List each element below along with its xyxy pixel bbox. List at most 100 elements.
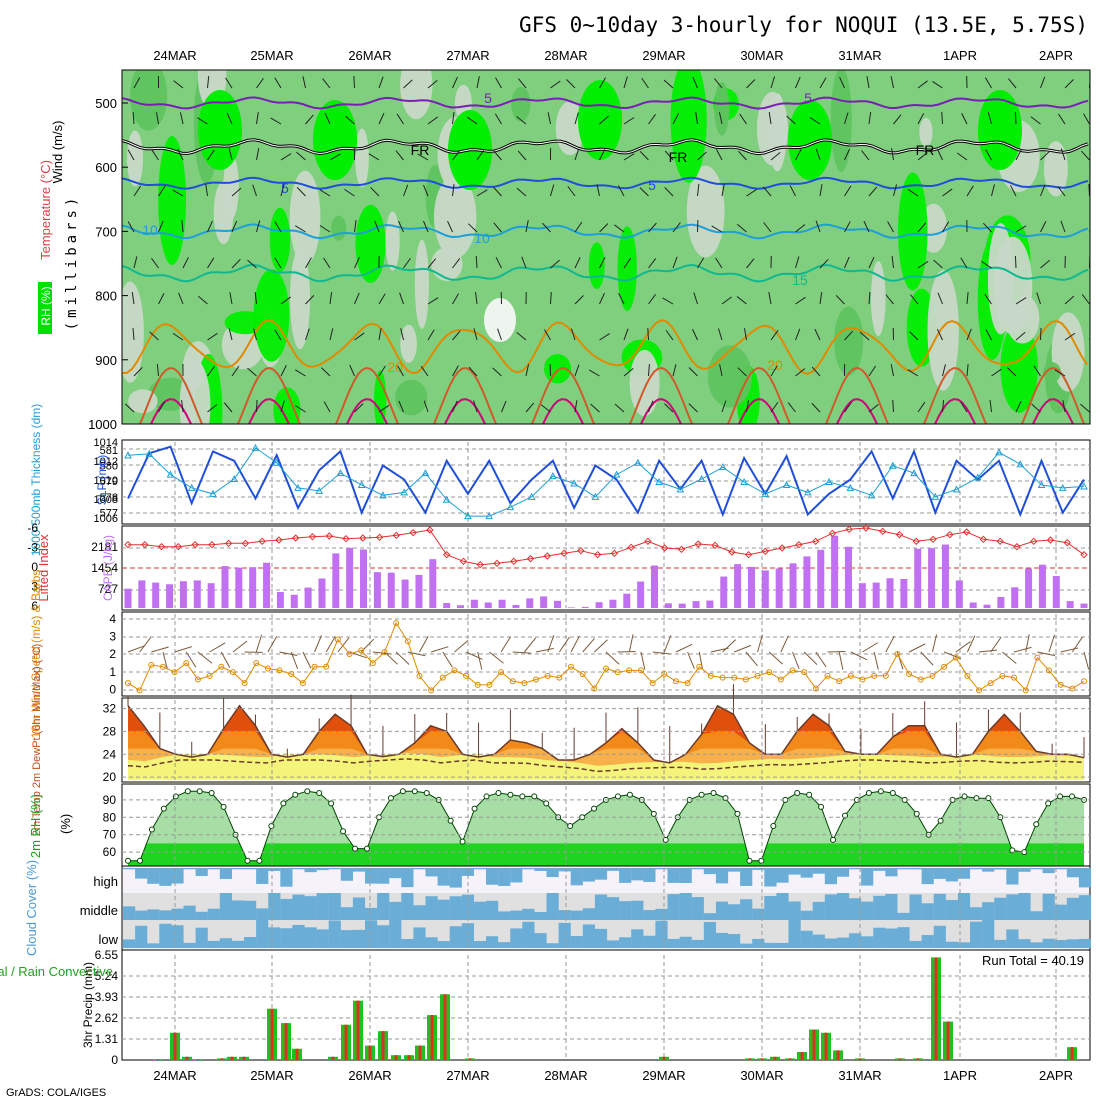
temp-contour-15 — [122, 263, 1089, 283]
cape-bar — [734, 564, 742, 608]
wind-barb — [475, 255, 478, 269]
wind-barb — [844, 330, 854, 341]
wind-barb — [835, 295, 845, 305]
wind-speed-marker — [299, 680, 306, 687]
wind-barb — [985, 329, 992, 341]
wind-barb — [966, 364, 969, 377]
cloud-bar — [764, 868, 777, 887]
thickness-line — [127, 447, 1085, 517]
cloud-level-low: low — [98, 932, 118, 947]
contour-label: 15 — [792, 272, 808, 288]
contour-label: 5 — [281, 180, 289, 196]
wind-barb — [223, 402, 233, 413]
wind-barb — [795, 368, 806, 377]
wind-speed-marker — [241, 680, 248, 687]
wind-speed-marker — [136, 687, 143, 694]
wind-barb — [623, 76, 628, 89]
precip-bar-convective — [773, 1056, 777, 1060]
wind-barb — [544, 329, 551, 341]
cloud-bar — [667, 894, 680, 920]
cloud-bar — [921, 935, 934, 948]
bottom-date-label: 29MAR — [642, 1068, 685, 1083]
precip-bar-convective — [760, 1058, 764, 1060]
wind-barb — [639, 187, 649, 197]
wind-barb-10m — [442, 651, 453, 668]
rh-marker — [148, 826, 155, 833]
cape-bar — [457, 605, 465, 608]
rh-patch — [830, 70, 852, 172]
wind-barb — [697, 151, 707, 161]
wind-barb — [809, 117, 821, 125]
cloud-bar — [280, 898, 293, 920]
wind-barb — [937, 292, 943, 305]
wind-barb — [476, 189, 488, 197]
wind-speed-marker — [229, 669, 236, 676]
panel8-label: 3hr Precip (mm) — [81, 962, 95, 1048]
contour-label: 20 — [767, 357, 783, 373]
li-marker — [644, 537, 652, 546]
cloud-bar — [449, 896, 462, 920]
wind-barb — [226, 112, 233, 125]
cloud-bar — [340, 930, 353, 948]
rh-marker — [626, 791, 633, 798]
rh-marker — [519, 793, 526, 800]
wind-barb — [984, 293, 992, 305]
wind-barb — [966, 292, 969, 305]
li-marker — [476, 560, 484, 569]
wind-speed-marker — [894, 651, 901, 657]
cloud-bar — [219, 893, 232, 920]
wind-barb — [329, 153, 341, 161]
precip-tick-label: 0 — [111, 1053, 118, 1067]
wind-barb — [891, 256, 894, 269]
wind-barb — [890, 364, 894, 377]
rh-marker — [220, 803, 227, 810]
thickness-marker — [442, 495, 451, 503]
wind-barb-10m — [908, 643, 926, 653]
wind-barb — [1033, 365, 1041, 377]
li-marker — [141, 540, 149, 549]
wind-speed-marker — [206, 672, 213, 679]
wind-barb — [254, 292, 257, 305]
rh-patch — [767, 93, 787, 172]
wind-barb — [814, 328, 821, 341]
cape-bar — [997, 596, 1005, 608]
precip-bar-convective — [368, 1045, 372, 1060]
cloud-bar — [982, 868, 995, 872]
cape-bar — [692, 601, 700, 608]
wind-barb-10m — [419, 636, 429, 653]
slp-tick-label: 1008 — [94, 494, 118, 506]
precip-bar-convective — [946, 1021, 950, 1060]
li-marker — [996, 537, 1004, 546]
wind-barb — [885, 294, 894, 305]
cloud-bar — [788, 920, 801, 948]
wind-barb — [1080, 403, 1090, 413]
wind-barb — [942, 188, 953, 197]
wind-barb — [225, 77, 233, 89]
cloud-bar — [256, 908, 269, 920]
rh-marker — [746, 857, 753, 864]
rh-marker — [698, 791, 705, 798]
cape-bar — [166, 584, 174, 608]
cloud-bar — [147, 868, 160, 884]
wind-barb-10m — [1037, 651, 1056, 657]
cape-bar — [415, 574, 423, 608]
cape-bar — [567, 607, 575, 608]
rh-patch — [331, 215, 347, 241]
cloud-bar — [389, 920, 402, 948]
wind-barb — [354, 256, 360, 269]
cloud-bar — [304, 896, 317, 920]
wind-barb — [1057, 186, 1066, 197]
wind-barb-10m — [465, 651, 483, 660]
wind-barb-10m — [220, 651, 231, 669]
wind-barb — [247, 367, 257, 377]
wind-barb — [721, 184, 725, 197]
wind-barb — [567, 186, 576, 197]
wind-barb-10m — [151, 646, 169, 653]
wind-barb — [966, 328, 972, 341]
rh-marker — [292, 791, 299, 798]
wind-barb — [158, 185, 166, 197]
wind-barb — [207, 76, 210, 89]
li-marker — [895, 530, 904, 539]
li-tick-label: -6 — [27, 521, 38, 535]
wind-barb — [354, 403, 364, 413]
